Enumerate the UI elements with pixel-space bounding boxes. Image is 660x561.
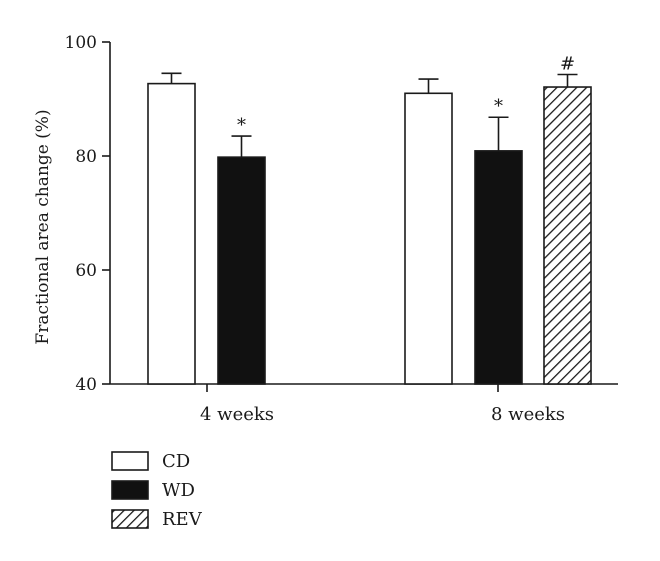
y-tick-label: 80: [75, 147, 97, 167]
axes: 40 60 80 100 Fractional area change (%) 4 wee…: [33, 33, 618, 425]
bar-8-weeks-wd: [474, 150, 523, 385]
y-tick-label: 100: [65, 33, 97, 53]
y-axis-title: Fractional area change (%): [33, 109, 53, 344]
legend-cd-label: CD: [162, 451, 190, 472]
bar-8-weeks-rev-annotation: #: [560, 53, 575, 74]
legend-cd-swatch: [111, 451, 149, 471]
x-group-label-8-weeks: 8 weeks: [491, 404, 565, 425]
legend-wd-swatch: [111, 480, 149, 500]
legend-wd-label: WD: [162, 480, 195, 501]
bar-4-weeks-wd: [217, 156, 266, 385]
legend-rev-label: REV: [162, 509, 203, 530]
bar-8-weeks-wd-annotation: *: [494, 96, 503, 117]
bars: * * #: [147, 53, 592, 385]
bar-4-weeks-cd: [147, 82, 196, 385]
bar-4-weeks-wd-annotation: *: [237, 115, 246, 136]
legend: CD WD REV: [111, 451, 203, 530]
x-group-label-4-weeks: 4 weeks: [200, 404, 274, 425]
y-tick-label: 60: [75, 261, 97, 281]
bar-8-weeks-cd: [404, 92, 453, 385]
y-tick-label: 40: [75, 375, 97, 395]
bar-8-weeks-rev: [543, 86, 592, 385]
legend-rev-swatch: [111, 509, 149, 529]
